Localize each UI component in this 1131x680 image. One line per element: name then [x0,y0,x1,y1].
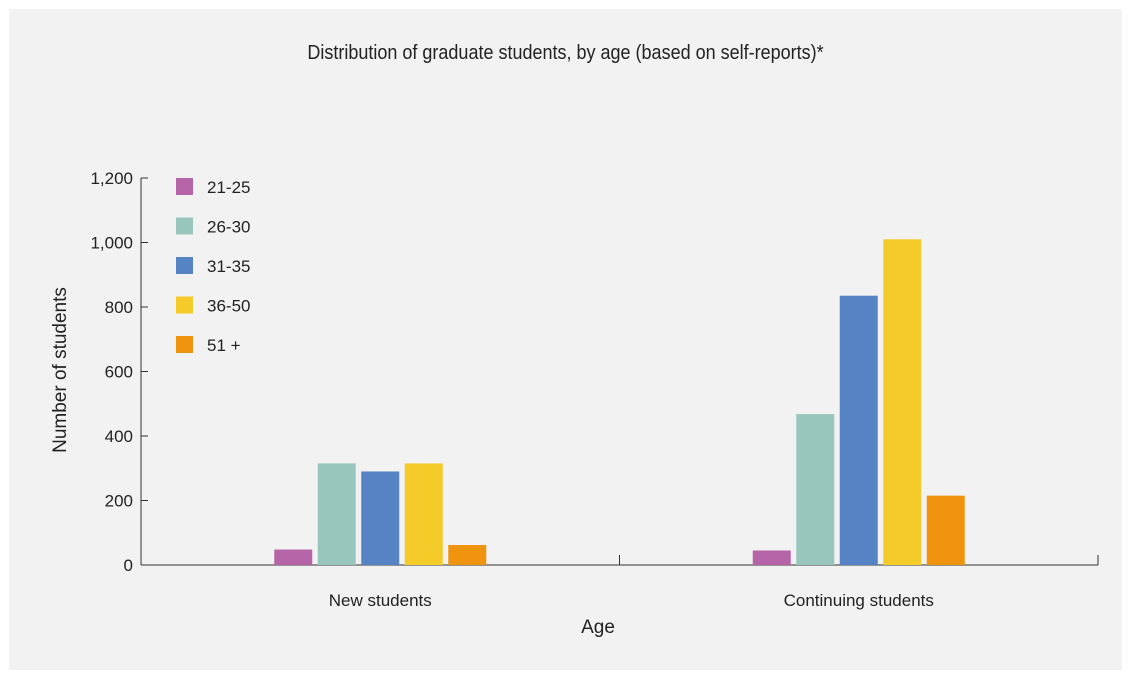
legend-swatch [176,178,193,195]
bar [839,295,878,565]
bar [796,414,835,565]
bar [274,549,313,565]
bar [448,545,487,565]
y-axis-label: Number of students [50,287,71,453]
y-tick-label: 1,000 [90,234,133,253]
legend-swatch [176,336,193,353]
x-tick-label: New students [329,591,432,610]
bar [404,463,443,565]
y-tick-label: 0 [124,556,133,575]
legend-label: 36-50 [207,297,250,316]
y-tick-label: 200 [105,492,133,511]
bar [317,463,356,565]
y-tick-label: 800 [105,298,133,317]
legend-label: 51 + [207,336,241,355]
axes: 0 200 400 600 800 1,000 1,200 New students Conti… [90,169,1099,610]
legend: 21-25 26-30 31-35 36-50 51 + [176,178,250,355]
y-tick-label: 600 [105,363,133,382]
bar [752,550,791,565]
legend-swatch [176,217,193,235]
legend-swatch [176,296,193,314]
y-tick-label: 1,200 [90,169,133,188]
bar [926,495,965,565]
x-axis-label: Age [581,617,615,638]
y-tick-label: 400 [105,427,133,446]
bar [361,471,400,565]
legend-label: 26-30 [207,218,250,237]
bar [883,239,922,565]
legend-label: 21-25 [207,178,250,197]
chart-title: Distribution of graduate students, by ag… [307,42,824,64]
legend-swatch [176,257,193,274]
x-tick-label: Continuing students [784,591,934,610]
bars [274,239,965,565]
legend-label: 31-35 [207,257,250,276]
